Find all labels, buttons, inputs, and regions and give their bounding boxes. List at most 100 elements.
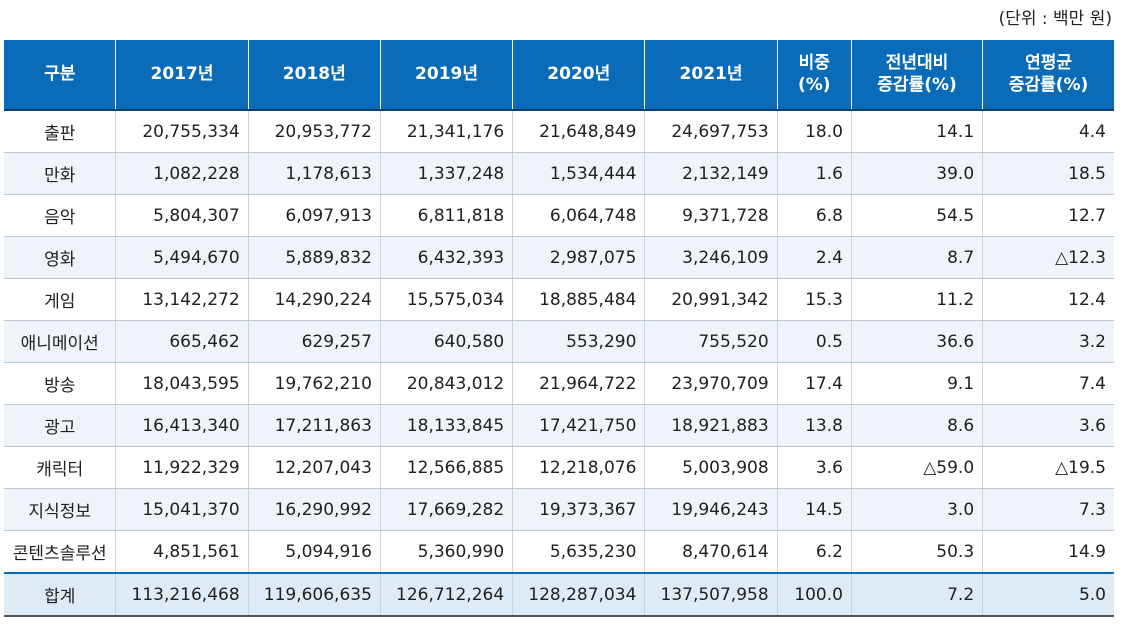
cagr-cell: △19.5: [982, 446, 1114, 489]
value-2017-cell: 665,462: [115, 320, 249, 363]
value-2017-cell: 20,755,334: [115, 110, 249, 153]
share-cell: 18.0: [776, 110, 852, 153]
yoy-growth-cell: 50.3: [850, 530, 983, 574]
value-2019-cell: 15,575,034: [379, 278, 513, 321]
yoy-growth-cell: 9.1: [850, 362, 983, 405]
value-2021-cell: 23,970,709: [644, 362, 778, 405]
value-2020-cell: 18,885,484: [512, 278, 645, 321]
category-cell: 만화: [4, 152, 116, 195]
category-cell: 영화: [4, 236, 116, 279]
cagr-cell: △12.3: [982, 236, 1114, 279]
value-2017-cell: 18,043,595: [115, 362, 249, 405]
header-cagr: 연평균 증감률(%): [982, 40, 1114, 110]
table-row: 음악 5,804,307 6,097,913 6,811,818 6,064,748 9,…: [4, 194, 1114, 237]
value-2019-cell: 640,580: [379, 320, 513, 363]
value-2017-cell: 5,804,307: [115, 194, 249, 237]
share-cell: 15.3: [776, 278, 852, 321]
table-body: 출판 20,755,334 20,953,772 21,341,176 21,648,8…: [4, 110, 1114, 617]
share-cell: 6.2: [776, 530, 852, 574]
table-row: 만화 1,082,228 1,178,613 1,337,248 1,534,444 2,…: [4, 152, 1114, 195]
cagr-cell: 5.0: [982, 572, 1114, 617]
table-row: 게임 13,142,272 14,290,224 15,575,034 18,885,4…: [4, 278, 1114, 321]
category-cell: 지식정보: [4, 488, 116, 531]
table-row: 애니메이션 665,462 629,257 640,580 553,290 755,520…: [4, 320, 1114, 363]
value-2018-cell: 1,178,613: [247, 152, 381, 195]
share-cell: 100.0: [776, 572, 852, 617]
value-2021-cell: 5,003,908: [644, 446, 778, 489]
cagr-cell: 7.4: [982, 362, 1114, 405]
value-2020-cell: 5,635,230: [512, 530, 645, 574]
header-share-line2: (%): [798, 74, 831, 95]
header-yoy-line1: 전년대비: [885, 53, 949, 74]
category-cell: 광고: [4, 404, 116, 447]
value-2021-cell: 9,371,728: [644, 194, 778, 237]
cagr-cell: 7.3: [982, 488, 1114, 531]
value-2018-cell: 5,094,916: [247, 530, 381, 574]
cagr-cell: 14.9: [982, 530, 1114, 574]
category-cell: 음악: [4, 194, 116, 237]
value-2019-cell: 17,669,282: [379, 488, 513, 531]
value-2019-cell: 12,566,885: [379, 446, 513, 489]
header-share: 비중 (%): [776, 40, 852, 110]
table-row: 콘텐츠솔루션 4,851,561 5,094,916 5,360,990 5,635,2…: [4, 530, 1114, 574]
value-2017-cell: 15,041,370: [115, 488, 249, 531]
share-cell: 2.4: [776, 236, 852, 279]
value-2017-cell: 5,494,670: [115, 236, 249, 279]
category-cell: 콘텐츠솔루션: [4, 530, 116, 574]
cagr-cell: 3.6: [982, 404, 1114, 447]
table-row: 영화 5,494,670 5,889,832 6,432,393 2,987,075 3,…: [4, 236, 1114, 279]
value-2017-cell: 11,922,329: [115, 446, 249, 489]
yoy-growth-cell: 8.7: [850, 236, 983, 279]
header-2021: 2021년: [644, 40, 778, 110]
table-row: 지식정보 15,041,370 16,290,992 17,669,282 19,373…: [4, 488, 1114, 531]
value-2021-cell: 137,507,958: [644, 572, 778, 617]
share-cell: 6.8: [776, 194, 852, 237]
table-row: 광고 16,413,340 17,211,863 18,133,845 17,421,7…: [4, 404, 1114, 447]
share-cell: 3.6: [776, 446, 852, 489]
value-2019-cell: 20,843,012: [379, 362, 513, 405]
header-row: 구분 2017년 2018년 2019년 2020년 2021년 비중 (%) …: [4, 40, 1114, 110]
value-2020-cell: 2,987,075: [512, 236, 645, 279]
value-2021-cell: 755,520: [644, 320, 778, 363]
value-2017-cell: 1,082,228: [115, 152, 249, 195]
header-2020: 2020년: [512, 40, 645, 110]
value-2018-cell: 119,606,635: [247, 572, 381, 617]
cagr-cell: 18.5: [982, 152, 1114, 195]
header-cagr-line2: 증감률(%): [1008, 74, 1089, 95]
content-industry-sales-table: 구분 2017년 2018년 2019년 2020년 2021년 비중 (%) …: [4, 40, 1114, 617]
share-cell: 14.5: [776, 488, 852, 531]
share-cell: 13.8: [776, 404, 852, 447]
header-2017: 2017년: [115, 40, 249, 110]
cagr-cell: 3.2: [982, 320, 1114, 363]
table-row: 출판 20,755,334 20,953,772 21,341,176 21,648,8…: [4, 110, 1114, 153]
value-2018-cell: 19,762,210: [247, 362, 381, 405]
value-2020-cell: 21,648,849: [512, 110, 645, 153]
table-row: 캐릭터 11,922,329 12,207,043 12,566,885 12,218,…: [4, 446, 1114, 489]
value-2021-cell: 3,246,109: [644, 236, 778, 279]
value-2019-cell: 21,341,176: [379, 110, 513, 153]
value-2020-cell: 6,064,748: [512, 194, 645, 237]
value-2018-cell: 14,290,224: [247, 278, 381, 321]
value-2018-cell: 17,211,863: [247, 404, 381, 447]
header-yoy: 전년대비 증감률(%): [850, 40, 983, 110]
share-cell: 17.4: [776, 362, 852, 405]
value-2019-cell: 18,133,845: [379, 404, 513, 447]
yoy-growth-cell: 8.6: [850, 404, 983, 447]
header-yoy-line2: 증감률(%): [877, 74, 957, 95]
value-2017-cell: 13,142,272: [115, 278, 249, 321]
category-cell: 방송: [4, 362, 116, 405]
value-2020-cell: 17,421,750: [512, 404, 645, 447]
value-2018-cell: 629,257: [247, 320, 381, 363]
value-2019-cell: 1,337,248: [379, 152, 513, 195]
yoy-growth-cell: 39.0: [850, 152, 983, 195]
value-2019-cell: 6,811,818: [379, 194, 513, 237]
value-2018-cell: 6,097,913: [247, 194, 381, 237]
value-2018-cell: 5,889,832: [247, 236, 381, 279]
value-2021-cell: 18,921,883: [644, 404, 778, 447]
cagr-cell: 12.7: [982, 194, 1114, 237]
table-row: 방송 18,043,595 19,762,210 20,843,012 21,964,7…: [4, 362, 1114, 405]
value-2019-cell: 6,432,393: [379, 236, 513, 279]
value-2021-cell: 20,991,342: [644, 278, 778, 321]
yoy-growth-cell: 36.6: [850, 320, 983, 363]
value-2021-cell: 8,470,614: [644, 530, 778, 574]
